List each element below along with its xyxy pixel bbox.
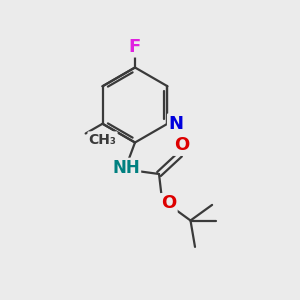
Text: NH: NH — [112, 159, 140, 177]
Text: O: O — [174, 136, 189, 154]
Text: N: N — [168, 115, 183, 133]
Text: F: F — [129, 38, 141, 56]
Text: CH₃: CH₃ — [88, 133, 116, 146]
Text: O: O — [161, 194, 176, 212]
